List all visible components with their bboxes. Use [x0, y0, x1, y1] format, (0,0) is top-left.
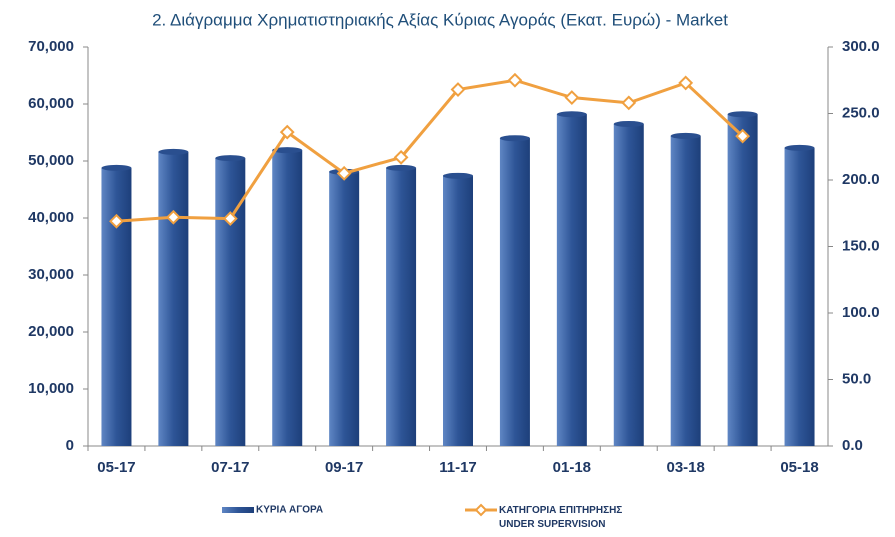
bar-cap	[499, 135, 530, 142]
x-tick-label: 07-17	[211, 459, 249, 476]
line	[116, 78, 744, 223]
x-tick-label: 03-18	[667, 459, 705, 476]
y-tick-label: 0	[66, 437, 74, 454]
bar-cap	[101, 164, 132, 171]
y-tick-label: 70,000	[28, 38, 74, 55]
y2-tick-label: 100.0	[842, 304, 880, 321]
y2-tick-label: 200.0	[842, 171, 880, 188]
y2-tick-label: 300.0	[842, 38, 880, 55]
bar	[101, 167, 132, 446]
bar	[727, 114, 758, 446]
bar-cap	[784, 144, 815, 151]
bar-cap	[272, 147, 303, 154]
bar-cap	[386, 164, 417, 171]
marker	[450, 82, 466, 97]
bar	[613, 123, 644, 446]
bar	[158, 151, 189, 446]
bar-cap	[670, 132, 701, 139]
legend-swatch	[222, 507, 254, 513]
marker	[222, 211, 238, 226]
bar	[215, 158, 246, 446]
bar	[443, 175, 473, 446]
x-tick-label: 11-17	[439, 459, 477, 476]
x-tick-label: 01-18	[553, 459, 591, 476]
x-tick-label: 05-18	[780, 459, 818, 476]
marker	[507, 72, 523, 88]
y-tick-label: 40,000	[28, 209, 74, 226]
legend-label: ΚΥΡΙΑ ΑΓΟΡΑ	[256, 505, 323, 516]
y2-tick-label: 0.0	[842, 437, 863, 454]
bar	[784, 147, 815, 446]
bar-cap	[158, 148, 189, 155]
marker	[678, 75, 694, 91]
legend-marker	[474, 503, 488, 517]
bar	[670, 135, 701, 447]
y-tick-label: 10,000	[28, 380, 74, 397]
marker	[336, 165, 352, 181]
chart-title: 2. Διάγραμμα Χρηματιστηριακής Αξίας Κύρι…	[152, 10, 728, 29]
bar-cap	[443, 172, 473, 179]
marker	[279, 124, 295, 140]
marker	[165, 209, 181, 225]
marker	[393, 149, 409, 165]
bar-cap	[727, 111, 758, 118]
bar-cap	[556, 111, 587, 118]
y-tick-label: 20,000	[28, 323, 74, 340]
bar	[386, 167, 417, 446]
y2-tick-label: 150.0	[842, 237, 880, 254]
marker	[735, 128, 751, 144]
marker	[564, 90, 580, 105]
bar	[272, 150, 303, 447]
bar	[556, 114, 587, 446]
y2-tick-label: 250.0	[842, 104, 880, 121]
bar	[499, 138, 530, 446]
y2-tick-label: 50.0	[842, 370, 871, 387]
bar	[329, 171, 360, 446]
marker	[109, 213, 124, 229]
x-tick-label: 09-17	[325, 459, 363, 476]
bar-cap	[613, 120, 644, 127]
legend-label: ΚΑΤΗΓΟΡΙΑ ΕΠΙΤΗΡΗΣΗΣ UNDER SUPERVISION	[499, 505, 622, 530]
y-tick-label: 30,000	[28, 266, 74, 283]
marker	[621, 95, 637, 111]
x-tick-label: 05-17	[97, 459, 135, 476]
y-tick-label: 50,000	[28, 152, 74, 169]
y-tick-label: 60,000	[28, 95, 74, 112]
bar-cap	[215, 155, 246, 162]
